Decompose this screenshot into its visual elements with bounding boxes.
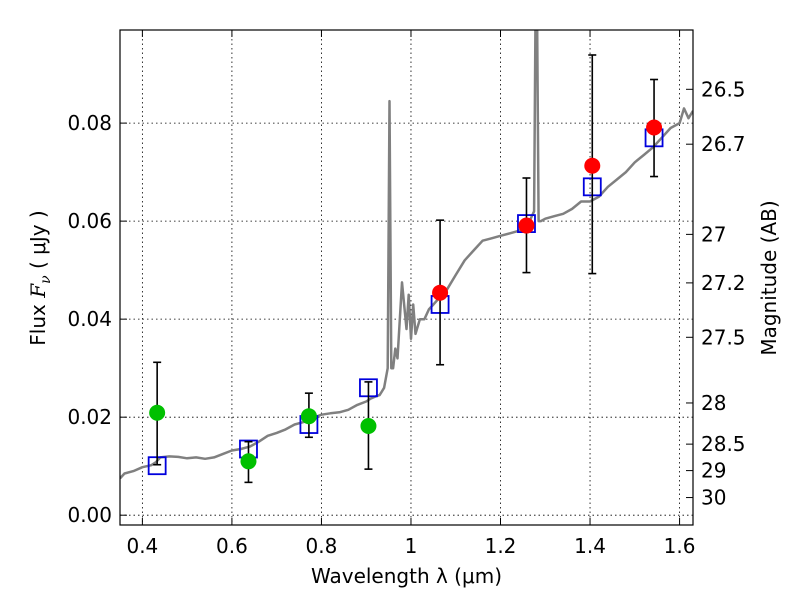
observed-flux-point [432, 284, 449, 301]
y-tick-label: 0.02 [67, 405, 112, 429]
observed-flux-point [646, 119, 663, 136]
y-axis-title-symbol: F [26, 283, 50, 299]
y-tick-label: 0.04 [67, 307, 112, 331]
y2-tick-label: 30 [701, 486, 726, 510]
y2-tick-label: 28.5 [701, 432, 746, 456]
observed-flux-point [300, 408, 317, 425]
y-axis-title-subscript: ν [38, 275, 54, 284]
plot-frame [119, 29, 694, 526]
y2-tick-label: 26.7 [701, 132, 746, 156]
x-axis-title: Wavelength λ (μm) [311, 564, 502, 588]
y-axis-title: Flux Fν ( μJy ) [26, 210, 54, 345]
x-tick-label: 1 [405, 534, 418, 558]
x-tick-label: 0.8 [306, 534, 338, 558]
observed-flux-point [360, 418, 377, 434]
y2-tick-label: 28 [701, 391, 726, 415]
y2-tick-label: 27 [701, 222, 726, 246]
plot-content [120, 30, 693, 484]
x-tick-label: 1.2 [485, 534, 517, 558]
x-tick-label: 1.4 [574, 534, 606, 558]
y2-tick-label: 27.2 [701, 271, 746, 295]
plot-area [120, 30, 693, 525]
y2-tick-label: 26.5 [701, 77, 746, 101]
observed-flux-point [240, 453, 257, 470]
y-axis-title-suffix: ( μJy ) [26, 210, 50, 275]
y2-tick-label: 27.5 [701, 325, 746, 349]
y2-axis-title: Magnitude (AB) [757, 200, 781, 355]
y-tick-label: 0.00 [67, 503, 112, 527]
observed-flux-point [584, 157, 601, 174]
y-axis-title-prefix: Flux [26, 298, 50, 346]
y2-tick-label: 29 [701, 459, 726, 483]
y-tick-label: 0.08 [67, 111, 112, 135]
observed-flux-point [149, 404, 166, 421]
observed-flux-point [518, 217, 535, 234]
x-tick-label: 1.6 [664, 534, 696, 558]
x-tick-label: 0.4 [126, 534, 158, 558]
spectrum-line [120, 30, 693, 480]
y-tick-label: 0.06 [67, 209, 112, 233]
x-tick-label: 0.6 [216, 534, 248, 558]
